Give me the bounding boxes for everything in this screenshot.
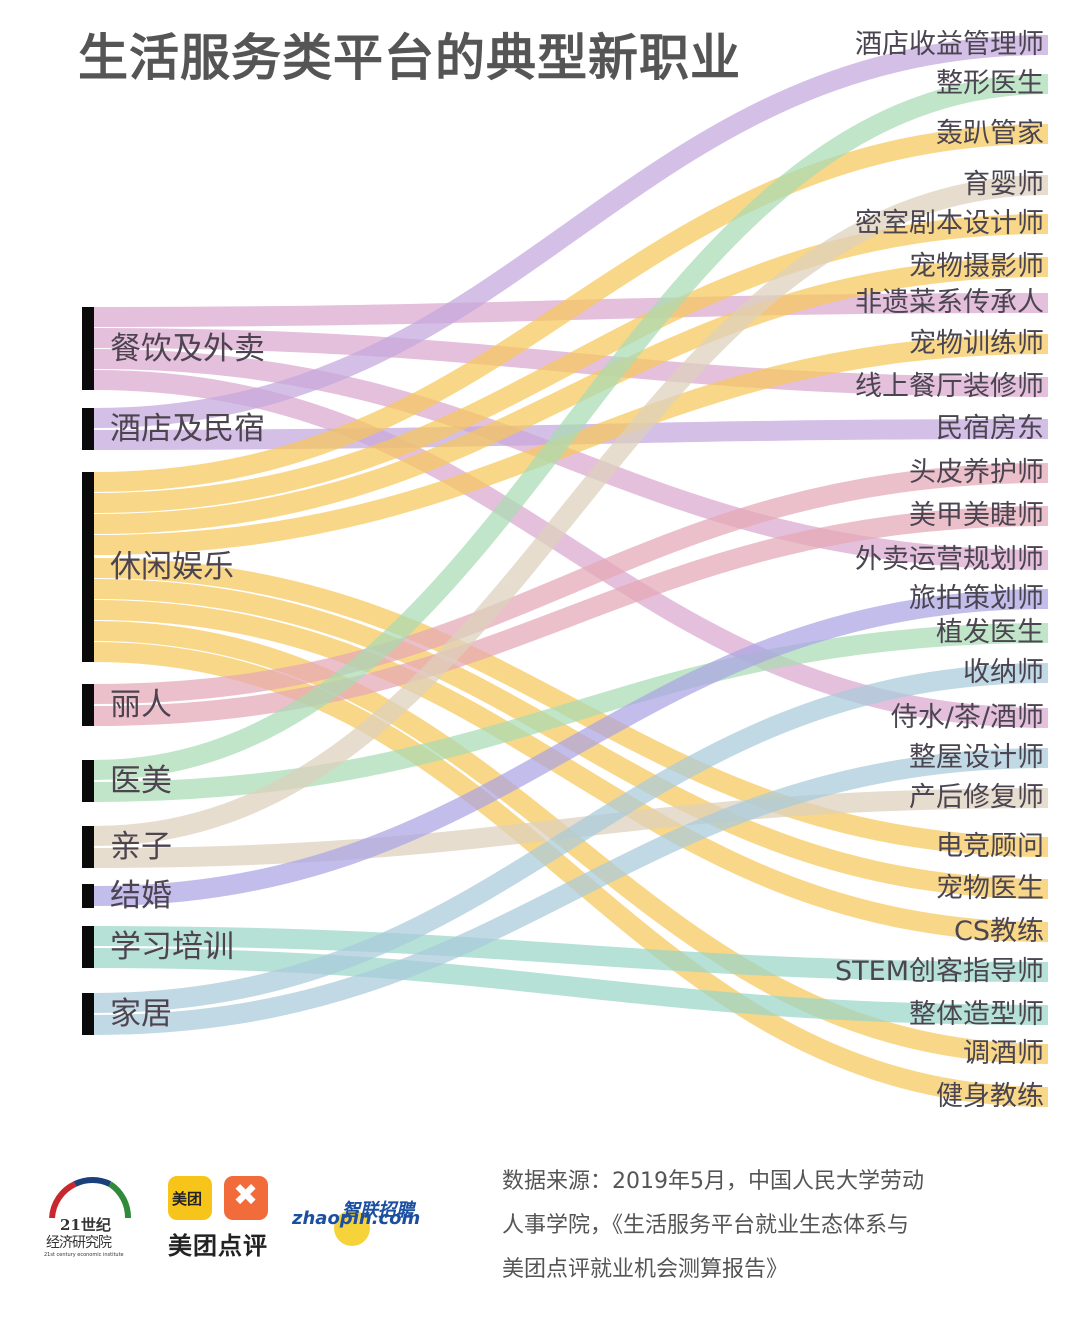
source-node-label: 亲子 — [110, 829, 172, 865]
source-node-bar — [82, 993, 94, 1035]
source-node-bar — [82, 884, 94, 908]
target-node-label: 酒店收益管理师 — [855, 29, 1044, 60]
source-node-label: 学习培训 — [110, 929, 234, 965]
source-node-label: 丽人 — [110, 687, 172, 723]
source-node-bar — [82, 472, 94, 662]
flow-link — [93, 334, 1049, 555]
source-node-label: 结婚 — [110, 878, 172, 914]
target-node-label: CS教练 — [954, 916, 1044, 947]
target-node-label: 健身教练 — [936, 1081, 1044, 1112]
target-node-label: 植发医生 — [936, 617, 1044, 648]
zhaopin-logo: 智联招聘 zhaopin.com — [290, 1196, 420, 1256]
target-node-label: 调酒师 — [963, 1038, 1044, 1069]
target-node-label: 线上餐厅装修师 — [855, 371, 1044, 402]
source-node-label: 酒店及民宿 — [110, 411, 265, 447]
flow-link — [93, 175, 1049, 846]
arc-logo-icon — [49, 1177, 132, 1219]
footer-logos: 21世纪 经济研究院 21st century economic institu… — [40, 1170, 440, 1270]
source-node-label: 休闲娱乐 — [110, 549, 234, 585]
target-node-label: 宠物医生 — [936, 873, 1044, 904]
target-node-label: 整体造型师 — [909, 999, 1044, 1030]
target-node-label: 宠物训练师 — [909, 328, 1044, 359]
target-node-label: 侍水/茶/酒师 — [890, 702, 1044, 733]
flow-link — [93, 623, 1049, 802]
flow-link — [93, 663, 1049, 1013]
data-source-note: 数据来源：2019年5月，中国人民大学劳动 人事学院，《生活服务平台就业生态体系… — [502, 1169, 924, 1282]
source-node-bar — [82, 684, 94, 726]
flow-link — [93, 600, 1049, 942]
source-node-label: 餐饮及外卖 — [110, 330, 265, 367]
flow-link — [93, 926, 1049, 982]
flow-link — [93, 349, 1049, 570]
logo-21st-century-economic-institute: 21世纪 经济研究院 21st century economic institu… — [40, 1176, 140, 1262]
source-node-bar — [82, 926, 94, 968]
target-node-label: 宠物摄影师 — [909, 251, 1044, 282]
flow-link — [93, 35, 1049, 428]
person-icon: ✖ — [233, 1178, 259, 1213]
flow-link — [93, 748, 1049, 1035]
target-node-label: 美甲美睫师 — [909, 500, 1044, 531]
target-node-label: 产后修复师 — [909, 782, 1044, 813]
source-node-bar — [82, 826, 94, 868]
source-node-bar — [82, 760, 94, 802]
zhaopin-circle-icon — [334, 1210, 370, 1246]
flow-link — [93, 257, 1049, 534]
source-node-bar — [82, 307, 94, 390]
target-node-label: 电竞顾问 — [936, 831, 1044, 862]
target-node-label: 轰趴管家 — [936, 118, 1044, 149]
flow-link — [93, 214, 1049, 513]
target-node-label: 旅拍策划师 — [909, 583, 1044, 614]
flow-link — [93, 124, 1049, 492]
meituan-logo: 美团 — [168, 1176, 212, 1220]
target-node-label: 民宿房东 — [936, 413, 1044, 444]
flow-link — [93, 463, 1049, 704]
target-node-label: 整形医生 — [936, 68, 1044, 99]
source-node-label: 医美 — [110, 763, 172, 799]
flow-link — [93, 948, 1049, 1025]
dianping-logo: ✖ — [224, 1176, 268, 1220]
meituan-dianping-name: 美团点评 — [168, 1232, 268, 1260]
target-node-label: 密室剧本设计师 — [855, 208, 1044, 239]
page-title: 生活服务类平台的典型新职业 — [78, 29, 741, 87]
flow-link — [93, 74, 1049, 780]
source-node-label: 家居 — [110, 996, 172, 1032]
source-node-bar — [82, 408, 94, 450]
target-node-label: 外卖运营规划师 — [855, 544, 1044, 575]
flow-link — [93, 589, 1049, 906]
target-node-label: 整屋设计师 — [909, 742, 1044, 773]
target-node-label: 收纳师 — [963, 657, 1044, 688]
target-node-label: STEM创客指导师 — [835, 956, 1044, 987]
flow-link — [93, 506, 1049, 726]
target-node-label: 育婴师 — [963, 169, 1044, 200]
target-node-label: 头皮养护师 — [909, 457, 1044, 488]
target-node-label: 非遗菜系传承人 — [855, 287, 1044, 318]
